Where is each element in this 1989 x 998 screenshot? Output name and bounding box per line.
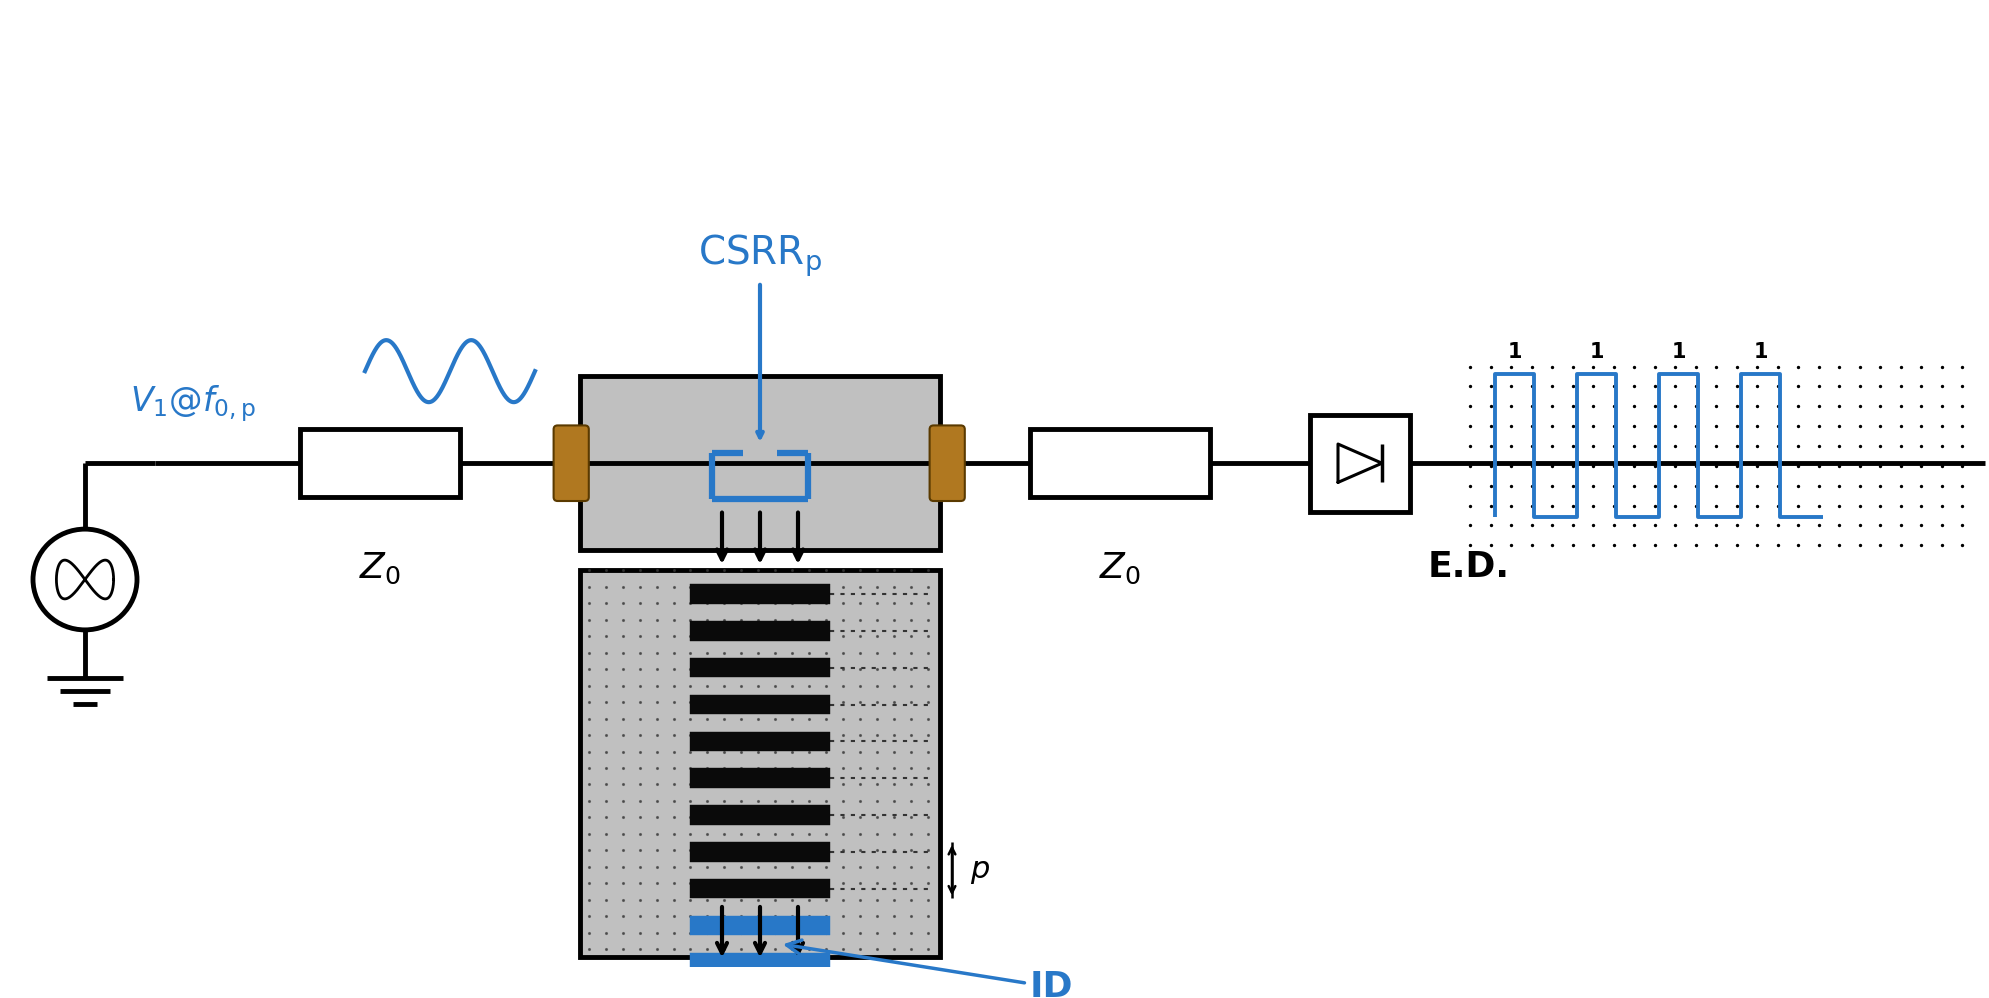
Text: $Z_0$: $Z_0$ bbox=[358, 551, 400, 586]
Text: 1: 1 bbox=[1589, 342, 1603, 362]
Bar bbox=[690, 805, 829, 824]
FancyBboxPatch shape bbox=[929, 425, 965, 501]
Bar bbox=[690, 658, 829, 678]
Bar bbox=[1309, 415, 1410, 512]
Bar bbox=[300, 429, 459, 497]
Text: 1: 1 bbox=[1752, 342, 1766, 362]
Text: 1: 1 bbox=[1508, 342, 1522, 362]
Text: 1: 1 bbox=[1671, 342, 1685, 362]
Bar bbox=[579, 376, 939, 551]
Bar bbox=[690, 695, 829, 715]
Text: $p$: $p$ bbox=[969, 854, 991, 885]
Text: $\mathrm{CSRR_p}$: $\mathrm{CSRR_p}$ bbox=[698, 233, 821, 279]
Bar bbox=[690, 916, 829, 935]
Bar bbox=[690, 768, 829, 787]
Bar bbox=[690, 953, 829, 972]
Bar bbox=[690, 585, 829, 604]
Bar bbox=[1030, 429, 1209, 497]
Bar bbox=[690, 732, 829, 751]
Text: ID: ID bbox=[786, 940, 1072, 998]
Text: $Z_0$: $Z_0$ bbox=[1098, 551, 1140, 586]
Text: $V_1 @ f_{0,\mathrm{p}}$: $V_1 @ f_{0,\mathrm{p}}$ bbox=[129, 383, 257, 424]
Bar bbox=[690, 621, 829, 641]
Bar bbox=[690, 879, 829, 898]
Bar bbox=[579, 570, 939, 957]
FancyBboxPatch shape bbox=[553, 425, 589, 501]
Bar bbox=[690, 842, 829, 861]
Text: E.D.: E.D. bbox=[1428, 551, 1510, 585]
